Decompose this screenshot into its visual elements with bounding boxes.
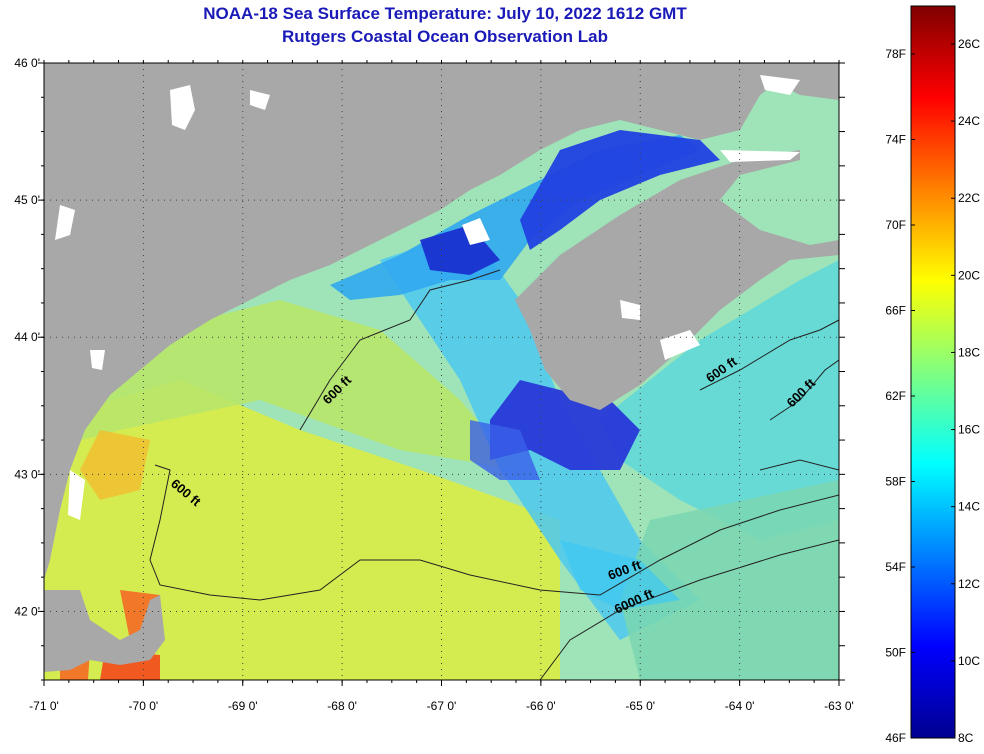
sst-field bbox=[44, 63, 839, 680]
y-tick-label: 44 0' bbox=[14, 330, 40, 344]
coastal-cloud bbox=[68, 470, 85, 520]
colorbar bbox=[910, 5, 956, 739]
bathymetry-contours bbox=[149, 269, 839, 680]
x-tick-label: -71 0' bbox=[29, 699, 59, 713]
cloud-patch bbox=[90, 350, 105, 370]
colorbar-c-label: 10C bbox=[958, 654, 980, 668]
contour-600ft-far-east bbox=[769, 359, 839, 421]
axis-ticks bbox=[38, 60, 845, 686]
x-tick-label: -66 0' bbox=[526, 699, 556, 713]
contour-600ft-west bbox=[149, 464, 839, 601]
x-tick-label: -68 0' bbox=[327, 699, 357, 713]
map-subtitle: Rutgers Coastal Ocean Observation Lab bbox=[282, 27, 608, 46]
colorbar-f-label: 74F bbox=[885, 133, 906, 147]
x-tick-label: -64 0' bbox=[725, 699, 755, 713]
x-tick-label: -63 0' bbox=[824, 699, 854, 713]
colorbar-c-label: 16C bbox=[958, 423, 980, 437]
y-tick-label: 43 0' bbox=[14, 467, 40, 481]
colorbar-f-label: 46F bbox=[885, 731, 906, 745]
x-tick-label: -69 0' bbox=[228, 699, 258, 713]
cold-plume-extension bbox=[470, 420, 540, 480]
offshore-water bbox=[620, 480, 839, 680]
cloud-patch bbox=[462, 218, 490, 245]
colorbar-f-label: 50F bbox=[885, 646, 906, 660]
warm-coastal-patch bbox=[80, 430, 150, 500]
cloud-patch bbox=[250, 90, 270, 110]
colorbar-c-label: 14C bbox=[958, 500, 980, 514]
colorbar-c-label: 24C bbox=[958, 114, 980, 128]
map-title: NOAA-18 Sea Surface Temperature: July 10… bbox=[203, 4, 687, 23]
colorbar-f-label: 58F bbox=[885, 475, 906, 489]
contour-600ft-east bbox=[699, 319, 839, 391]
nova-scotia-land bbox=[515, 150, 839, 410]
colorbar-f-label: 78F bbox=[885, 47, 906, 61]
colorbar-f-label: 70F bbox=[885, 218, 906, 232]
colorbar-c-label: 18C bbox=[958, 345, 980, 359]
fundy-cold-water bbox=[520, 130, 720, 250]
axis-labels: -71 0' -70 0' -69 0' -68 0' -67 0' -66 0' -65 … bbox=[14, 56, 853, 713]
colorbar-c-label: 26C bbox=[958, 37, 980, 51]
colorbar-f-label: 66F bbox=[885, 304, 906, 318]
y-tick-label: 42 0' bbox=[14, 604, 40, 618]
colorbar-f-label: 54F bbox=[885, 560, 906, 574]
colorbar-c-label: 22C bbox=[958, 191, 980, 205]
y-tick-label: 46 0' bbox=[14, 56, 40, 70]
x-tick-label: -70 0' bbox=[129, 699, 159, 713]
colorbar-c-label: 8C bbox=[958, 731, 974, 745]
graticule bbox=[44, 63, 839, 680]
cloud-patch bbox=[620, 300, 640, 320]
colorbar-c-label: 20C bbox=[958, 268, 980, 282]
offshore-cool-patch bbox=[560, 540, 680, 610]
contour-6000ft bbox=[539, 539, 839, 680]
x-tick-label: -67 0' bbox=[427, 699, 457, 713]
cape-cod-land bbox=[44, 590, 165, 672]
contour-600ft-central bbox=[299, 269, 501, 431]
scotian-shelf-water bbox=[600, 260, 839, 540]
cloud-patch bbox=[170, 85, 195, 130]
warm-water-region bbox=[44, 380, 560, 680]
cloud-patch bbox=[760, 75, 800, 95]
contour-shelf-edge bbox=[759, 459, 839, 471]
colorbar-f-label: 62F bbox=[885, 389, 906, 403]
new-england-land bbox=[44, 63, 839, 580]
x-tick-label: -65 0' bbox=[625, 699, 655, 713]
coastal-cloud bbox=[660, 330, 700, 360]
cloud-patch bbox=[55, 205, 75, 240]
colorbar-labels: 78F 74F 70F 66F 62F 58F 54F 50F 46F 26C 24C 22C 20C 1… bbox=[885, 37, 980, 745]
colorbar-c-label: 12C bbox=[958, 577, 980, 591]
y-tick-label: 45 0' bbox=[14, 193, 40, 207]
